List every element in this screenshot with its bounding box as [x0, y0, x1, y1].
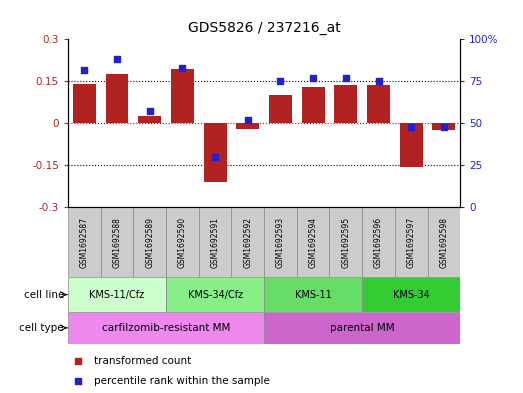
Text: GSM1692597: GSM1692597	[407, 217, 416, 268]
Text: KMS-34: KMS-34	[393, 290, 429, 299]
Point	[145, 108, 154, 115]
Text: parental MM: parental MM	[330, 323, 394, 333]
Point	[374, 78, 383, 84]
Point	[113, 56, 121, 62]
Text: KMS-34/Cfz: KMS-34/Cfz	[188, 290, 243, 299]
Bar	[362, 277, 460, 312]
Bar	[133, 207, 166, 277]
Point	[178, 65, 187, 71]
Bar	[68, 312, 264, 343]
Bar	[362, 207, 395, 277]
Text: cell type: cell type	[19, 323, 64, 333]
Point	[407, 123, 415, 130]
Bar	[73, 83, 96, 123]
Text: GSM1692587: GSM1692587	[80, 217, 89, 268]
Text: GSM1692593: GSM1692593	[276, 217, 285, 268]
Point	[309, 75, 317, 81]
Bar	[166, 277, 264, 312]
Text: GSM1692596: GSM1692596	[374, 217, 383, 268]
Bar	[433, 123, 456, 130]
Text: cell line: cell line	[24, 290, 64, 299]
Bar	[302, 87, 325, 123]
Text: GSM1692598: GSM1692598	[439, 217, 448, 268]
Point	[276, 78, 285, 84]
Title: GDS5826 / 237216_at: GDS5826 / 237216_at	[188, 22, 340, 35]
Bar	[400, 123, 423, 167]
Text: GSM1692590: GSM1692590	[178, 217, 187, 268]
Text: GSM1692592: GSM1692592	[243, 217, 252, 268]
Point	[342, 75, 350, 81]
Bar	[199, 207, 231, 277]
Text: GSM1692591: GSM1692591	[211, 217, 220, 268]
Bar	[264, 207, 297, 277]
Text: percentile rank within the sample: percentile rank within the sample	[94, 376, 270, 386]
Text: GSM1692594: GSM1692594	[309, 217, 317, 268]
Bar	[329, 207, 362, 277]
Bar	[166, 207, 199, 277]
Bar	[367, 85, 390, 123]
Point	[80, 66, 88, 73]
Bar	[264, 312, 460, 343]
Bar	[334, 85, 357, 123]
Text: KMS-11: KMS-11	[295, 290, 332, 299]
Text: GSM1692588: GSM1692588	[112, 217, 121, 268]
Point	[244, 117, 252, 123]
Bar	[297, 207, 329, 277]
Bar	[264, 277, 362, 312]
Bar	[138, 116, 161, 123]
Bar	[428, 207, 460, 277]
Text: KMS-11/Cfz: KMS-11/Cfz	[89, 290, 144, 299]
Bar	[68, 207, 100, 277]
Bar	[236, 123, 259, 129]
Point	[440, 123, 448, 130]
Text: transformed count: transformed count	[94, 356, 191, 366]
Bar	[395, 207, 428, 277]
Bar	[203, 123, 226, 182]
Text: carfilzomib-resistant MM: carfilzomib-resistant MM	[102, 323, 230, 333]
Bar	[106, 74, 129, 123]
Bar	[269, 95, 292, 123]
Bar	[68, 277, 166, 312]
Text: GSM1692595: GSM1692595	[342, 217, 350, 268]
Text: GSM1692589: GSM1692589	[145, 217, 154, 268]
Bar	[171, 69, 194, 123]
Point	[211, 154, 219, 160]
Bar	[100, 207, 133, 277]
Bar	[231, 207, 264, 277]
